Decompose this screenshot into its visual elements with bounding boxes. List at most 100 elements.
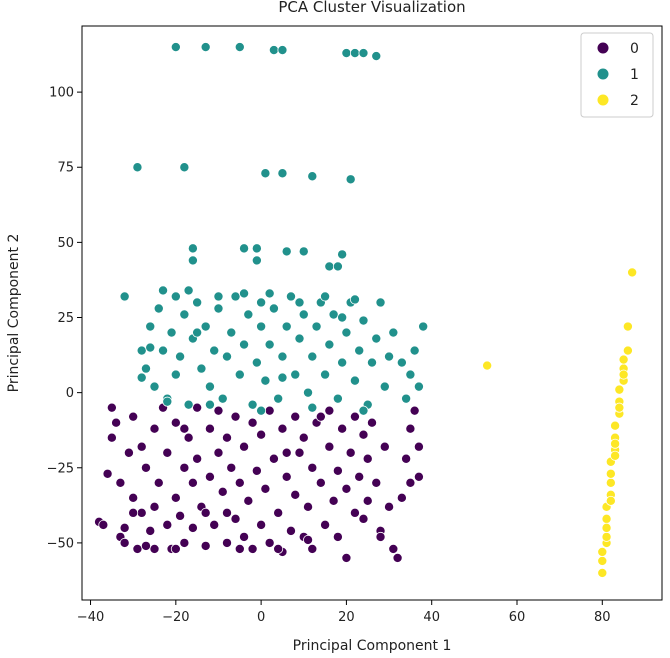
data-point-series-0	[371, 477, 382, 488]
data-point-series-0	[145, 525, 156, 536]
data-point-series-0	[273, 543, 284, 554]
data-point-series-0	[98, 519, 109, 530]
data-point-series-0	[413, 441, 424, 452]
data-point-series-0	[324, 405, 335, 416]
data-point-series-2	[601, 531, 612, 542]
data-point-series-0	[119, 537, 130, 548]
data-point-series-0	[277, 423, 288, 434]
data-point-series-1	[192, 327, 203, 338]
data-point-series-2	[597, 546, 608, 557]
data-point-series-0	[247, 543, 258, 554]
data-point-series-1	[213, 303, 224, 314]
data-point-series-1	[243, 309, 254, 320]
data-point-series-0	[136, 507, 147, 518]
data-point-series-1	[209, 345, 220, 356]
legend-box	[580, 32, 654, 118]
data-point-series-1	[136, 372, 147, 383]
data-point-series-0	[204, 471, 215, 482]
data-point-series-0	[260, 483, 271, 494]
data-point-series-1	[324, 261, 335, 272]
data-point-series-0	[290, 411, 301, 422]
data-point-series-1	[277, 168, 288, 179]
data-point-series-0	[187, 477, 198, 488]
data-point-series-0	[230, 411, 241, 422]
x-tick-label: 60	[509, 610, 526, 625]
data-point-series-1	[251, 255, 262, 266]
x-axis-ticks: −40 −20 0 20 40 60 80	[77, 600, 611, 625]
data-point-series-2	[610, 450, 621, 461]
x-tick-label: 80	[594, 610, 611, 625]
data-point-series-2	[601, 522, 612, 533]
legend-label: 0	[630, 41, 639, 57]
x-axis-label: Principal Component 1	[293, 638, 452, 654]
data-point-series-1	[170, 42, 181, 53]
data-point-series-1	[239, 243, 250, 254]
data-point-series-1	[294, 333, 305, 344]
data-point-series-0	[149, 501, 160, 512]
data-point-series-1	[358, 405, 369, 416]
data-point-series-2	[614, 384, 625, 395]
data-point-series-0	[315, 477, 326, 488]
data-point-series-1	[260, 375, 271, 386]
data-point-series-1	[149, 381, 160, 392]
data-point-series-1	[413, 381, 424, 392]
data-point-series-0	[362, 453, 373, 464]
data-point-series-1	[158, 345, 169, 356]
data-point-series-1	[239, 339, 250, 350]
data-point-series-1	[234, 42, 245, 53]
data-point-series-1	[418, 321, 429, 332]
data-point-series-0	[221, 432, 232, 443]
data-point-series-1	[354, 345, 365, 356]
data-point-series-1	[145, 321, 156, 332]
y-tick-label: 75	[57, 161, 74, 176]
data-point-series-0	[303, 501, 314, 512]
data-point-series-0	[251, 465, 262, 476]
data-point-series-0	[392, 552, 403, 563]
data-point-series-0	[264, 405, 275, 416]
data-point-series-0	[170, 492, 181, 503]
data-point-series-1	[409, 345, 420, 356]
data-point-series-1	[277, 45, 288, 56]
data-point-series-0	[290, 489, 301, 500]
x-tick-label: 0	[257, 610, 265, 625]
y-axis-ticks: −50 −25 0 25 50 75 100	[47, 86, 82, 551]
data-point-series-0	[132, 543, 143, 554]
data-point-series-0	[349, 507, 360, 518]
data-point-series-1	[375, 297, 386, 308]
data-point-series-1	[384, 351, 395, 362]
data-point-series-0	[179, 462, 190, 473]
data-point-series-1	[366, 357, 377, 368]
data-point-series-1	[268, 45, 279, 56]
data-point-series-2	[601, 513, 612, 524]
data-point-series-1	[298, 246, 309, 257]
data-point-series-0	[315, 411, 326, 422]
data-point-series-1	[303, 387, 314, 398]
data-point-series-2	[610, 438, 621, 449]
data-point-series-1	[170, 291, 181, 302]
y-tick-label: −25	[47, 461, 74, 476]
data-point-series-1	[349, 375, 360, 386]
data-point-series-1	[285, 291, 296, 302]
data-point-series-0	[388, 543, 399, 554]
data-point-series-0	[106, 432, 117, 443]
data-point-series-0	[307, 462, 318, 473]
legend: 0 1 2	[580, 32, 654, 118]
data-point-series-0	[281, 447, 292, 458]
data-point-series-0	[362, 495, 373, 506]
data-point-series-0	[200, 540, 211, 551]
data-point-series-1	[341, 327, 352, 338]
data-point-series-0	[396, 492, 407, 503]
data-point-series-0	[213, 447, 224, 458]
data-point-series-2	[597, 567, 608, 578]
x-tick-label: −20	[162, 610, 189, 625]
y-tick-label: −50	[47, 536, 74, 551]
y-tick-label: 100	[49, 86, 74, 101]
data-point-series-0	[239, 441, 250, 452]
data-point-series-0	[128, 492, 139, 503]
data-point-series-1	[256, 297, 267, 308]
plot-area-frame	[81, 25, 663, 601]
data-point-series-0	[200, 507, 211, 518]
data-point-series-1	[294, 297, 305, 308]
data-point-series-0	[384, 501, 395, 512]
